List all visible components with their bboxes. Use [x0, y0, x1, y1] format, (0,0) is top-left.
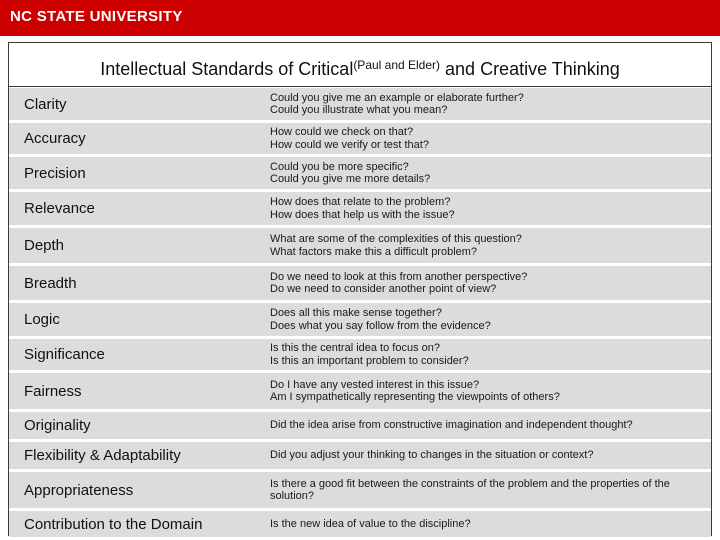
standard-question: Do we need to look at this from another … [270, 270, 528, 283]
standard-questions: Is there a good fit between the constrai… [270, 472, 707, 508]
standard-row: Significance Is this the central idea to … [9, 339, 711, 370]
page-title: Intellectual Standards of Critical(Paul … [9, 43, 711, 87]
standard-question: Could you illustrate what you mean? [270, 104, 448, 116]
university-banner: NC STATE UNIVERSITY [0, 0, 720, 36]
standard-questions: How does that relate to the problem? How … [270, 192, 707, 225]
standard-questions: Do I have any vested interest in this is… [270, 373, 707, 409]
standard-questions: Does all this make sense together? Does w… [270, 303, 707, 336]
standard-term: Significance [24, 346, 105, 363]
standard-question: How could we check on that? [270, 126, 414, 138]
standard-row: Logic Does all this make sense together? D… [9, 303, 711, 336]
standard-question: Do we need to consider another point of … [270, 283, 497, 295]
standard-question: Does all this make sense together? [270, 307, 442, 319]
standard-term: Accuracy [24, 130, 86, 147]
standard-row: Contribution to the Domain Is the new ide… [9, 511, 711, 537]
standard-questions: Could you give me an example or elaborat… [270, 88, 707, 120]
standard-question: Is the new idea of value to the discipli… [270, 517, 471, 530]
standard-row: Accuracy How could we check on that? How c… [9, 123, 711, 154]
standards-table: Intellectual Standards of Critical(Paul … [8, 42, 712, 537]
standard-term: Contribution to the Domain [24, 515, 203, 533]
standard-question: Is this an important problem to consider… [270, 354, 469, 367]
standard-row: Fairness Do I have any vested interest in… [9, 373, 711, 409]
standard-row: Precision Could you be more specific? Coul… [9, 157, 711, 189]
standard-row: Appropriateness Is there a good fit betwe… [9, 472, 711, 508]
standard-questions: Is this the central idea to focus on? Is … [270, 339, 707, 370]
standard-question: How does that relate to the problem? [270, 196, 451, 208]
standard-question: How does that help us with the issue? [270, 208, 455, 221]
standard-question: Could you be more specific? [270, 160, 409, 173]
standard-question: Could you give me more details? [270, 173, 431, 185]
standard-questions: Did you adjust your thinking to changes … [270, 442, 707, 469]
standard-term: Flexibility & Adaptability [24, 447, 181, 464]
standard-question: Could you give me an example or elaborat… [270, 91, 524, 104]
standard-term: Originality [24, 417, 91, 434]
university-logo: NC STATE UNIVERSITY [10, 8, 183, 25]
standard-question: Did you adjust your thinking to changes … [270, 449, 594, 462]
standard-question: Did the idea arise from constructive ima… [270, 419, 633, 432]
title-tail: and Creative Thinking [440, 59, 620, 79]
title-citation: (Paul and Elder) [353, 58, 441, 72]
standard-questions: How could we check on that? How could we … [270, 123, 707, 154]
standard-question: Is this the central idea to focus on? [270, 342, 440, 354]
standard-term: Logic [24, 311, 60, 328]
standard-term: Relevance [24, 200, 95, 217]
standard-questions: Could you be more specific? Could you giv… [270, 157, 707, 189]
standard-row: Flexibility & Adaptability Did you adjust… [9, 442, 711, 469]
standard-questions: Do we need to look at this from another … [270, 266, 707, 300]
standard-question: Do I have any vested interest in this is… [270, 378, 480, 391]
standard-question: Does what you say follow from the eviden… [270, 319, 491, 332]
standard-question: Is there a good fit between the constrai… [270, 477, 670, 503]
standard-term: Appropriateness [24, 481, 134, 499]
standard-row: Relevance How does that relate to the pro… [9, 192, 711, 225]
standard-question: What factors make this a difficult probl… [270, 245, 478, 258]
standard-row: Clarity Could you give me an example or e… [9, 88, 711, 120]
standard-term: Breadth [24, 274, 77, 292]
standard-term: Precision [24, 164, 86, 182]
standard-questions: Is the new idea of value to the discipli… [270, 511, 707, 537]
standard-term: Fairness [24, 382, 82, 400]
standard-question: Am I sympathetically representing the vi… [270, 391, 560, 403]
standard-row: Depth What are some of the complexities o… [9, 228, 711, 263]
standard-question: How could we verify or test that? [270, 138, 429, 151]
standard-row: Originality Did the idea arise from const… [9, 412, 711, 439]
standard-term: Clarity [24, 95, 67, 113]
title-main: Intellectual Standards of Critical [100, 59, 354, 79]
standard-questions: What are some of the complexities of thi… [270, 228, 707, 263]
standard-row: Breadth Do we need to look at this from a… [9, 266, 711, 300]
standard-question: What are some of the complexities of thi… [270, 233, 522, 245]
standard-term: Depth [24, 237, 65, 254]
standard-questions: Did the idea arise from constructive ima… [270, 412, 707, 439]
